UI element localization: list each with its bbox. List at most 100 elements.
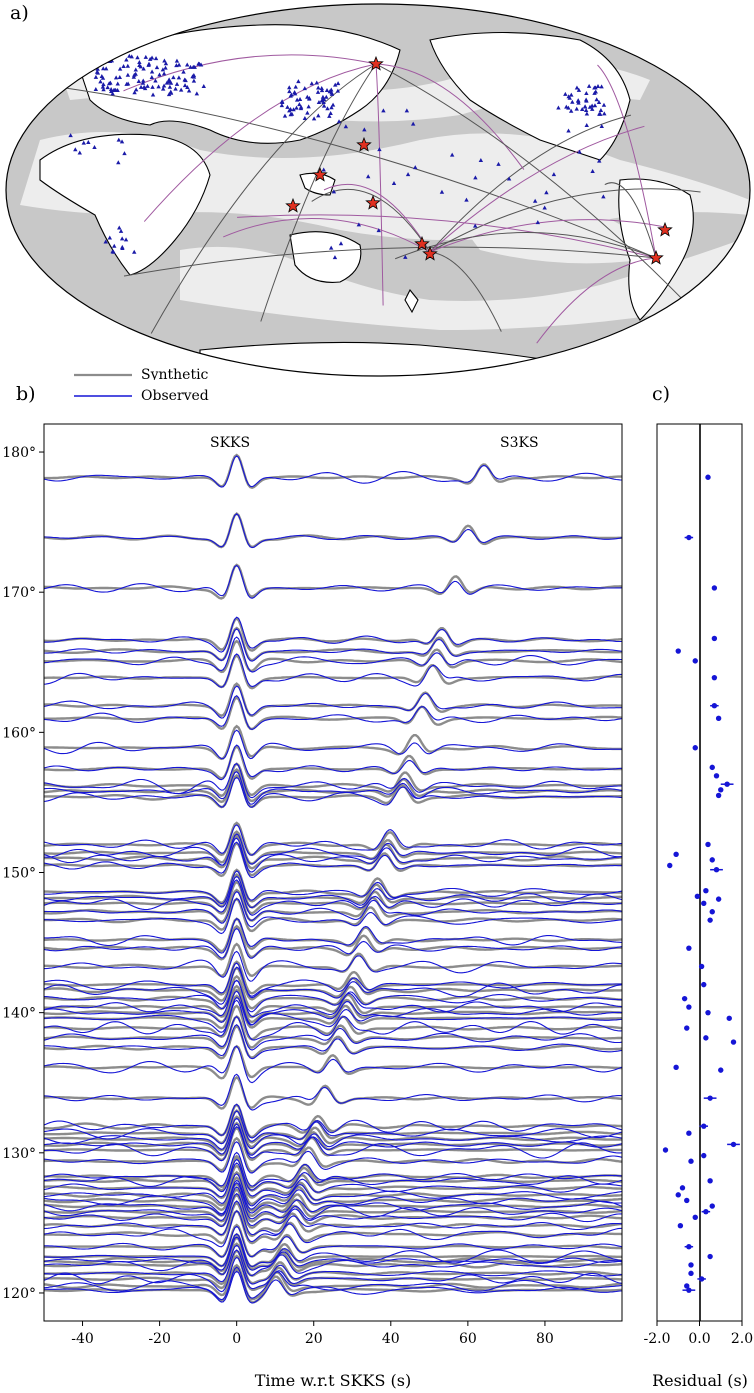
station-marker bbox=[174, 81, 180, 86]
station-marker bbox=[176, 62, 182, 67]
residual-point bbox=[709, 1203, 715, 1209]
panel-b-label: b) bbox=[16, 383, 36, 405]
station-marker bbox=[583, 108, 589, 113]
observed-trace bbox=[44, 979, 622, 1018]
station-marker bbox=[592, 103, 598, 108]
station-marker bbox=[330, 102, 336, 107]
synthetic-trace bbox=[44, 616, 622, 652]
residual-point bbox=[694, 893, 701, 900]
station-marker bbox=[73, 147, 78, 152]
y-tick-label: 120° bbox=[2, 1286, 36, 1302]
station-marker bbox=[93, 86, 99, 91]
observed-trace bbox=[44, 841, 622, 879]
station-marker bbox=[287, 89, 292, 94]
station-marker bbox=[154, 65, 160, 70]
event-star bbox=[414, 235, 430, 251]
station-marker bbox=[315, 89, 321, 94]
ray-path bbox=[429, 188, 701, 253]
x-tick-label: 0 bbox=[232, 1331, 241, 1347]
residual-point bbox=[715, 792, 722, 799]
station-marker bbox=[291, 107, 296, 112]
station-marker bbox=[297, 102, 302, 107]
ray-path bbox=[429, 251, 502, 332]
residual-point bbox=[673, 1064, 679, 1071]
residual-point bbox=[703, 888, 709, 894]
station-marker bbox=[100, 84, 106, 89]
station-marker bbox=[150, 92, 156, 97]
station-marker bbox=[103, 66, 109, 71]
observed-trace bbox=[44, 636, 622, 673]
synthetic-trace bbox=[44, 974, 622, 1011]
station-marker bbox=[288, 107, 293, 112]
station-marker bbox=[332, 255, 338, 260]
synthetic-trace bbox=[44, 1156, 622, 1192]
station-marker bbox=[182, 83, 188, 88]
station-marker bbox=[125, 72, 131, 77]
observed-trace bbox=[44, 513, 622, 549]
station-marker bbox=[496, 161, 501, 166]
residual-x-tick-label: 0.0 bbox=[688, 1331, 710, 1347]
station-marker bbox=[185, 85, 190, 90]
residual-point bbox=[701, 1123, 707, 1129]
station-marker bbox=[325, 106, 330, 111]
observed-trace bbox=[44, 1225, 622, 1258]
station-marker bbox=[319, 98, 324, 103]
station-marker bbox=[123, 237, 129, 242]
observed-trace bbox=[44, 1103, 622, 1139]
synthetic-trace bbox=[44, 888, 622, 924]
station-marker bbox=[335, 81, 341, 86]
station-marker bbox=[569, 92, 574, 97]
station-marker bbox=[145, 83, 150, 88]
observed-trace bbox=[44, 763, 622, 799]
synthetic-trace bbox=[44, 942, 622, 978]
observed-trace bbox=[44, 1045, 622, 1084]
station-marker bbox=[302, 115, 308, 120]
observed-trace bbox=[44, 962, 622, 999]
station-marker bbox=[194, 91, 200, 96]
station-marker bbox=[132, 249, 137, 254]
residual-point bbox=[701, 981, 707, 988]
observed-trace bbox=[44, 1151, 622, 1187]
observed-trace bbox=[44, 950, 622, 982]
station-marker bbox=[161, 71, 167, 76]
synthetic-trace bbox=[44, 917, 622, 953]
x-tick-label: 20 bbox=[305, 1331, 323, 1347]
observed-trace bbox=[44, 891, 622, 924]
residual-point bbox=[686, 1130, 692, 1136]
residual-point bbox=[713, 773, 720, 779]
observed-trace bbox=[44, 1158, 622, 1193]
station-marker bbox=[168, 80, 174, 85]
station-marker bbox=[147, 56, 153, 61]
observed-trace bbox=[44, 824, 622, 856]
observed-trace bbox=[44, 729, 622, 760]
station-marker bbox=[137, 60, 142, 65]
station-marker bbox=[568, 108, 574, 113]
ray-path bbox=[375, 63, 525, 170]
ray-path bbox=[394, 232, 657, 260]
station-marker bbox=[133, 87, 139, 92]
y-tick-label: 160° bbox=[2, 725, 36, 741]
station-marker bbox=[297, 97, 303, 102]
station-marker bbox=[321, 97, 327, 102]
synthetic-trace bbox=[44, 563, 622, 600]
residual-point bbox=[730, 1141, 737, 1148]
event-star bbox=[657, 221, 673, 237]
residual-point bbox=[686, 1004, 692, 1010]
event-star bbox=[422, 245, 438, 261]
station-marker bbox=[464, 197, 469, 202]
observed-trace bbox=[44, 1181, 622, 1216]
station-marker bbox=[289, 111, 295, 116]
synthetic-trace bbox=[44, 821, 622, 857]
station-marker bbox=[191, 64, 196, 69]
synthetic-trace bbox=[44, 872, 622, 909]
ray-path bbox=[34, 83, 657, 259]
station-marker bbox=[106, 81, 112, 86]
legend: Synthetic bbox=[74, 367, 209, 380]
station-marker bbox=[563, 91, 568, 96]
station-marker bbox=[113, 75, 119, 80]
station-marker bbox=[336, 119, 342, 124]
synthetic-trace bbox=[44, 512, 622, 549]
station-marker bbox=[335, 88, 341, 93]
residual-point bbox=[707, 1178, 713, 1184]
station-marker bbox=[403, 254, 408, 259]
